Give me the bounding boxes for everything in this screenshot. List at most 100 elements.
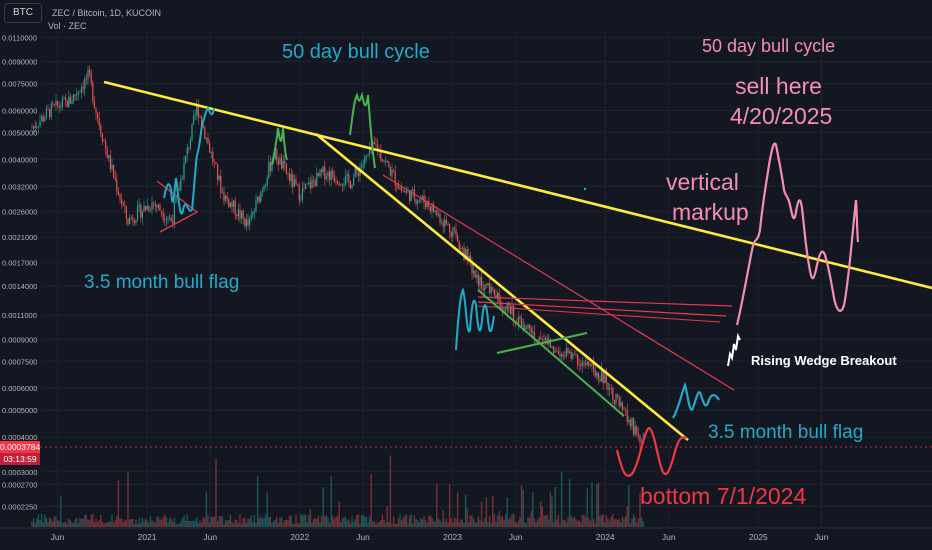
volume-bar (432, 521, 435, 527)
volume-bar (456, 492, 459, 527)
candle-body (593, 362, 595, 370)
volume-bar (516, 523, 518, 527)
volume-bar (514, 521, 516, 527)
annotation-rising-wedge-breakout: Rising Wedge Breakout (751, 353, 897, 368)
candle-body (573, 353, 575, 355)
volume-bar (148, 522, 150, 527)
volume-bar (552, 522, 555, 527)
volume-bar (322, 487, 324, 527)
candle-body (68, 96, 70, 108)
price-tick-label: 0.0017000 (2, 259, 37, 268)
volume-bar (632, 514, 635, 527)
candle-body (172, 221, 174, 224)
volume-bar (607, 518, 609, 527)
volume-bar (288, 515, 291, 527)
volume-bar (50, 519, 52, 527)
volume-bar (628, 485, 630, 527)
volume-legend: Vol · ZEC (48, 21, 87, 31)
volume-bar (338, 501, 340, 527)
time-tick-label: Jun (356, 532, 370, 542)
volume-bar (221, 516, 224, 527)
volume-bar (591, 482, 593, 527)
volume-bar (320, 515, 323, 527)
volume-bar (356, 514, 358, 527)
volume-bar (500, 516, 502, 527)
volume-bar (292, 523, 294, 527)
candle-body (447, 224, 449, 225)
candle-body (367, 154, 369, 156)
volume-bar (240, 523, 243, 527)
volume-bar (639, 493, 641, 527)
candle-body (303, 188, 305, 190)
volume-bar (80, 518, 83, 527)
candle-body (461, 247, 463, 249)
volume-bar (314, 518, 316, 527)
volume-bar (468, 522, 470, 527)
volume-bar (592, 519, 595, 527)
volume-bar (285, 519, 288, 527)
candle-body (154, 203, 156, 206)
candle-body (639, 435, 641, 443)
price-tick-label: 0.0040000 (2, 155, 37, 164)
volume-bar (612, 514, 614, 527)
candle-body (135, 220, 137, 223)
volume-bar (236, 519, 238, 527)
candle-body (266, 178, 268, 185)
candle-body (530, 328, 532, 333)
candle-body (191, 123, 193, 140)
volume-bar (304, 514, 307, 527)
volume-bar (445, 518, 448, 527)
volume-bar (357, 514, 360, 527)
volume-bar (517, 520, 520, 527)
candle-body (591, 362, 593, 366)
candle-body (93, 101, 95, 108)
candle-body (505, 310, 507, 312)
time-axis[interactable]: Jun 2021 Jun 2022 Jun 2023 Jun 2024 Jun 2025 Jun (51, 532, 829, 542)
volume-bar (324, 516, 326, 527)
volume-bar (135, 519, 137, 527)
volume-bar (461, 520, 464, 527)
candle-body (133, 220, 135, 223)
candle-body (445, 219, 447, 225)
candle-body (121, 199, 123, 204)
candle-body (57, 100, 59, 107)
volume-bar (256, 475, 259, 527)
candle-body (47, 108, 49, 110)
volume-bar (455, 519, 457, 527)
volume-bar (44, 514, 46, 527)
volume-bar (522, 489, 524, 527)
annotation-bull-flag-right: 3.5 month bull flag (708, 422, 863, 443)
last-price-badge: 0.0003784 (0, 441, 41, 453)
candle-body (633, 418, 635, 435)
candle-body (111, 165, 113, 170)
candle-body (492, 287, 494, 290)
candle-body (193, 115, 195, 124)
candle-body (561, 354, 563, 357)
symbol-selector[interactable]: BTC (4, 3, 42, 23)
volume-bar (31, 521, 33, 527)
candle-body (597, 372, 599, 379)
candle-body (202, 125, 204, 128)
volume-bar (525, 523, 528, 527)
volume-bar (120, 518, 123, 527)
candle-body (513, 305, 515, 322)
volume-bar (308, 515, 310, 527)
volume-bar (365, 516, 368, 527)
volume-bar (146, 520, 148, 527)
volume-bar (279, 517, 281, 527)
candle-body (330, 170, 332, 180)
volume-bar (477, 516, 480, 527)
volume-bar (213, 516, 216, 527)
long-term-resistance-line (103, 80, 932, 290)
candle-body (634, 426, 636, 435)
candle-body (543, 338, 545, 340)
candle-body (340, 184, 342, 186)
candle-body (226, 195, 228, 199)
candle-body (417, 201, 419, 204)
candle-body (61, 99, 63, 108)
price-axis[interactable]: 0.0110000 0.0090000 0.0075000 0.0060000 0.00… (2, 33, 37, 511)
candle-body (66, 100, 68, 108)
price-tick-label: 0.0050000 (2, 128, 37, 137)
